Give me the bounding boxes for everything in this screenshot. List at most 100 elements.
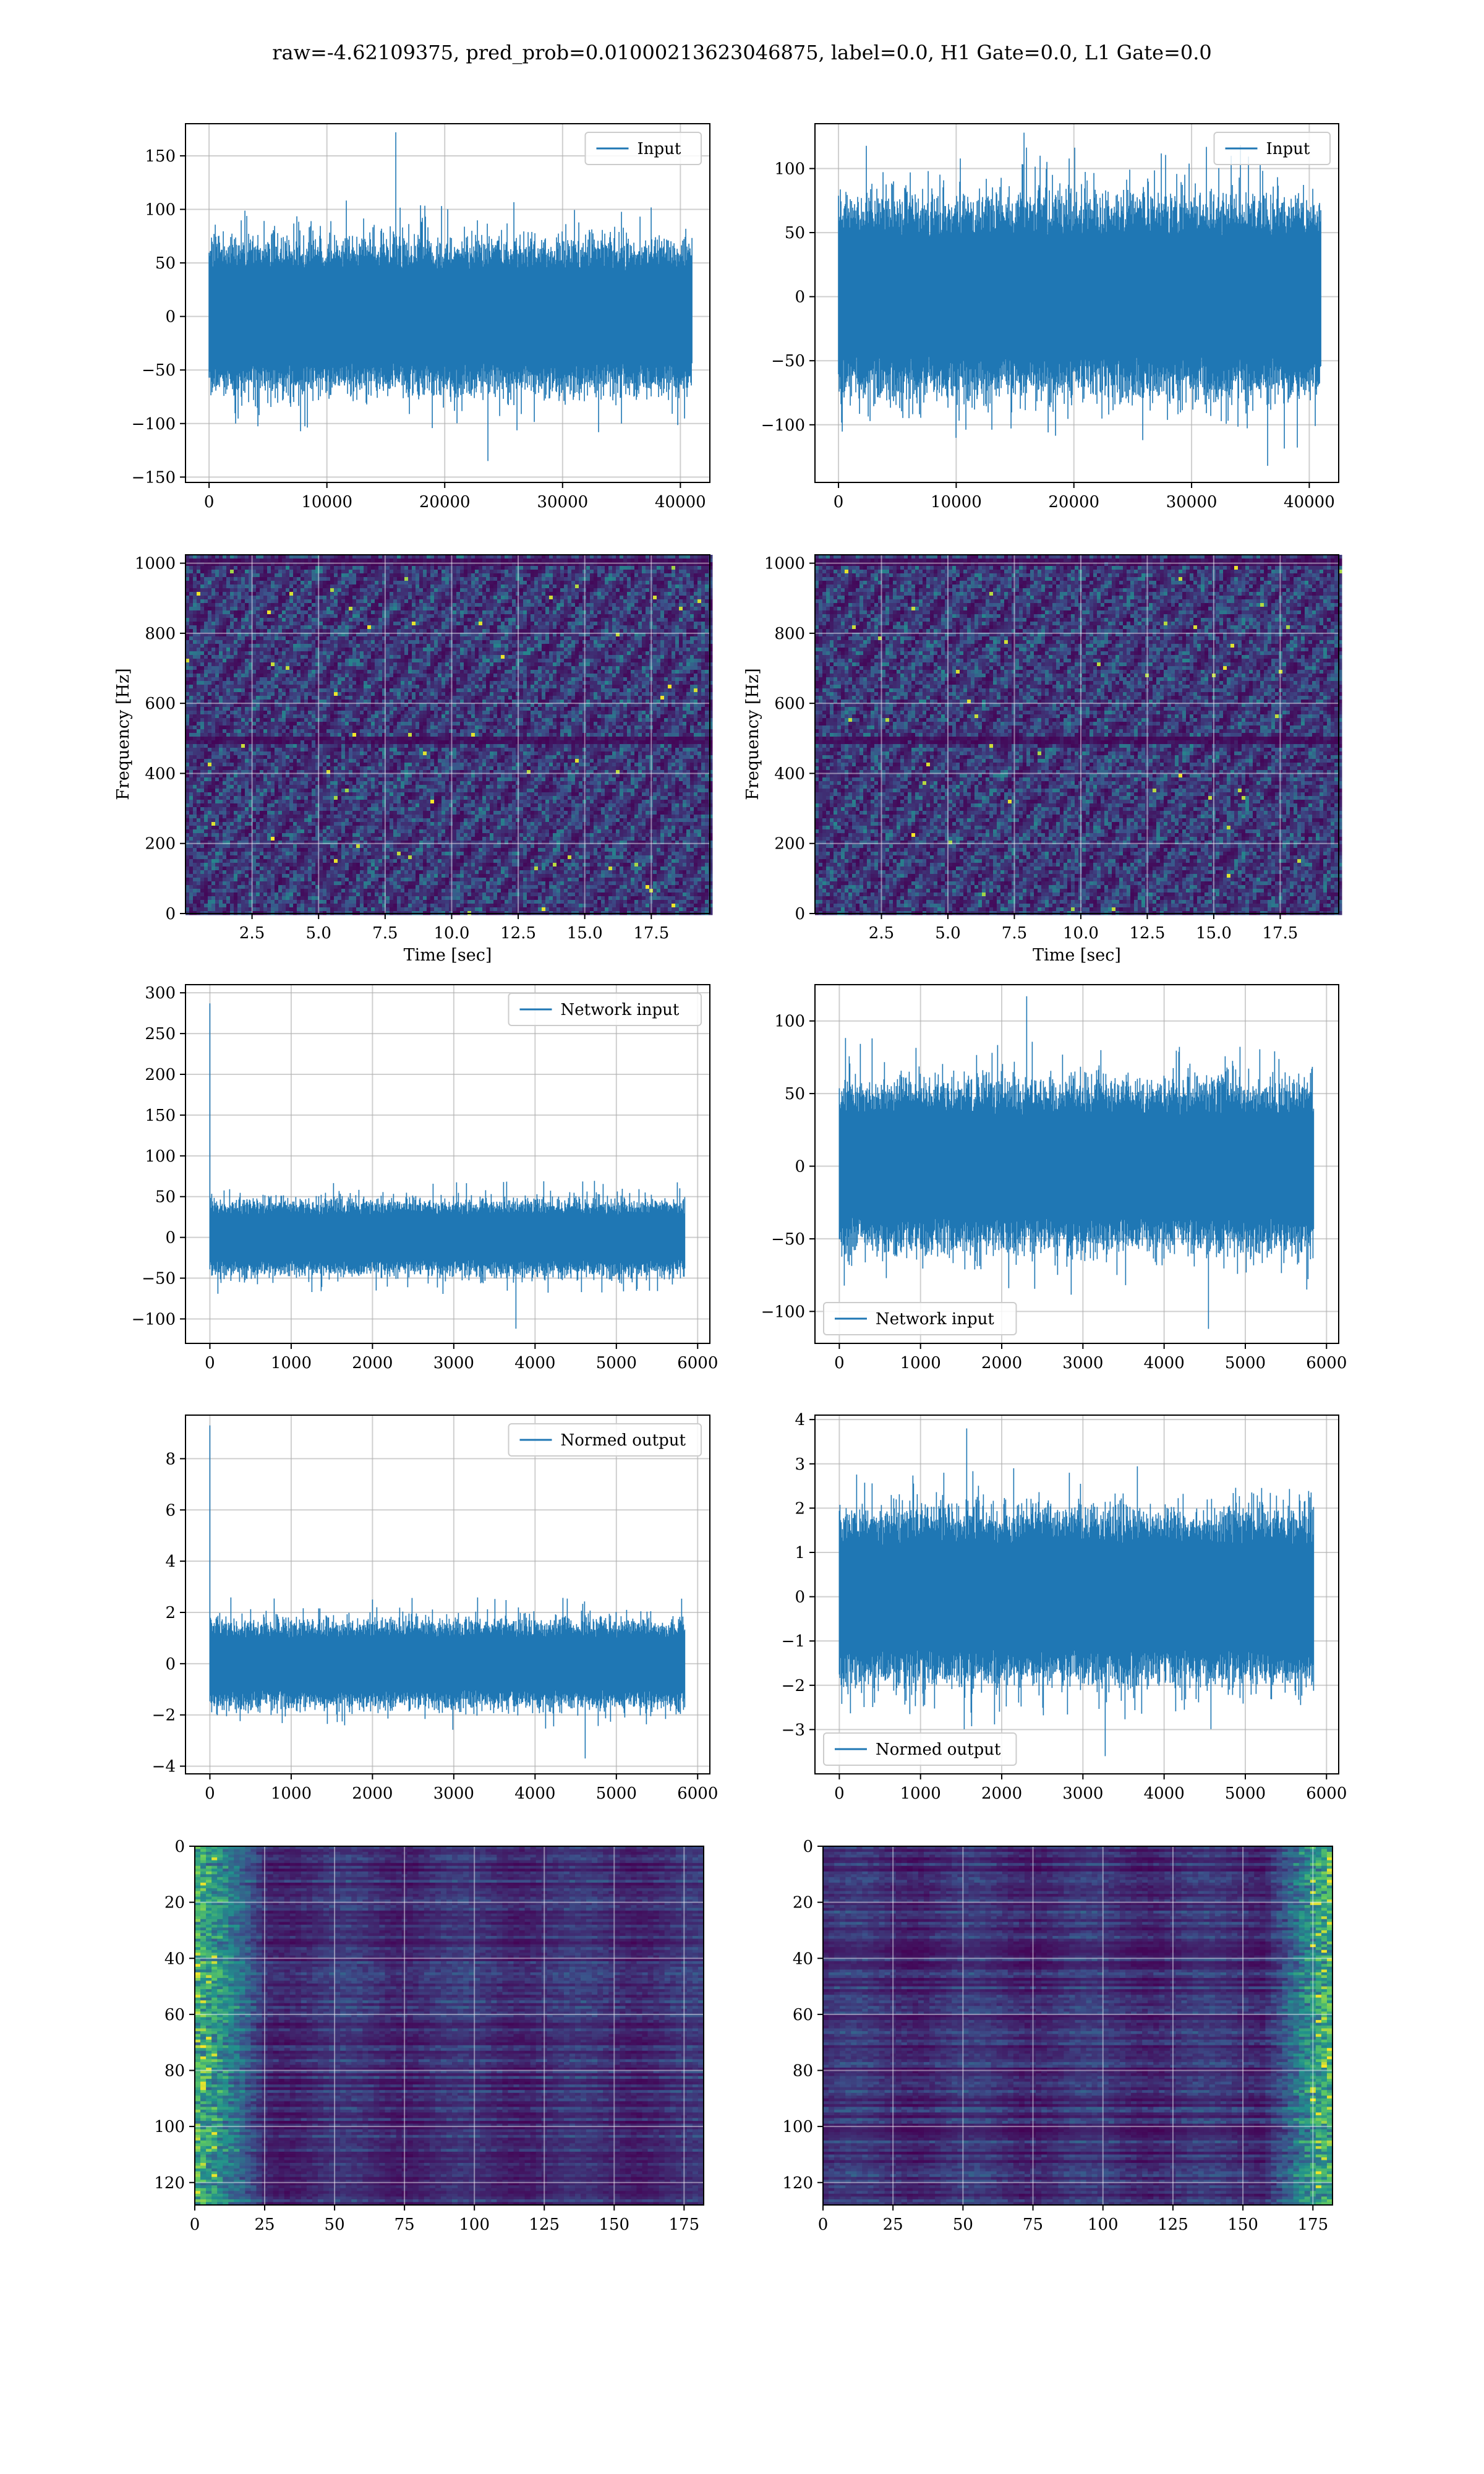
spectrogram-cell: [330, 573, 335, 578]
spectrogram-cell: [553, 596, 557, 600]
spectrogram-cell: [271, 581, 275, 585]
spectrogram-cell: [556, 603, 561, 607]
spectrogram-cell: [675, 577, 680, 581]
spectrogram-cell: [345, 581, 349, 585]
spectrogram-cell: [672, 599, 676, 604]
spectrogram-cell: [423, 607, 427, 611]
spectrogram-cell: [464, 588, 468, 593]
spectrogram-cell: [289, 610, 294, 615]
spectrogram-cell: [438, 607, 442, 611]
spectrogram-cell: [675, 566, 680, 570]
spectrogram-cell: [575, 614, 579, 618]
spectrogram-cell: [627, 573, 631, 578]
spectrogram-cell: [467, 573, 472, 578]
spectrogram-cell: [286, 614, 290, 618]
spectrogram-cell: [612, 603, 616, 607]
spectrogram-cell: [378, 603, 383, 607]
spectrogram-cell: [252, 588, 257, 593]
spectrogram-cell: [260, 581, 264, 585]
spectrogram-cell: [668, 588, 672, 593]
spectrogram-cell: [301, 599, 305, 604]
spectrogram-cell: [234, 599, 238, 604]
spectrogram-cell: [560, 596, 565, 600]
spectrogram-cell: [627, 577, 631, 581]
spectrogram-cell: [601, 559, 605, 563]
spectrogram-cell: [267, 584, 271, 589]
spectrogram-cell: [672, 577, 676, 581]
spectrogram-cell: [460, 559, 464, 563]
spectrogram-cell: [579, 573, 583, 578]
spectrogram-cell: [378, 584, 383, 589]
spectrogram-cell: [627, 581, 631, 585]
spectrogram-cell: [438, 570, 442, 574]
spectrogram-cell: [364, 599, 368, 604]
spectrogram-cell: [542, 610, 546, 615]
spectrogram-cell: [627, 584, 631, 589]
spectrogram-cell: [597, 566, 602, 570]
spectrogram-cell: [549, 570, 553, 574]
spectrogram-cell: [657, 570, 661, 574]
spectrogram-cell: [200, 577, 205, 581]
spectrogram-cell: [412, 566, 416, 570]
spectrogram-cell: [497, 592, 501, 596]
spectrogram-cell: [620, 581, 624, 585]
spectrogram-cell: [709, 610, 713, 615]
spectrogram-cell: [434, 570, 438, 574]
y-tick-label: 0: [165, 308, 176, 327]
spectrogram-cell: [349, 599, 353, 604]
spectrogram-cell: [679, 573, 683, 578]
spectrogram-cell: [401, 566, 405, 570]
spectrogram-cell: [482, 603, 487, 607]
spectrogram-cell: [197, 566, 201, 570]
spectrogram-cell: [237, 614, 242, 618]
spectrogram-cell: [564, 599, 568, 604]
spectrogram-cell: [467, 614, 472, 618]
spectrogram-cell: [475, 610, 479, 615]
spectrogram-cell: [297, 570, 301, 574]
spectrogram-cell: [367, 614, 372, 618]
spectrogram-cell: [226, 559, 231, 563]
spectrogram-cell: [219, 559, 223, 563]
spectrogram-cell: [449, 599, 453, 604]
spectrogram-cell: [534, 610, 539, 615]
spectrogram-cell: [423, 596, 427, 600]
spectrogram-cell: [542, 592, 546, 596]
spectrogram-cell: [460, 573, 464, 578]
spectrogram-cell: [234, 584, 238, 589]
spectrogram-cell: [263, 566, 268, 570]
spectrogram-cell: [493, 614, 498, 618]
spectrogram-cell: [467, 570, 472, 574]
spectrogram-cell: [705, 596, 709, 600]
spectrogram-cell: [601, 584, 605, 589]
spectrogram-cell: [709, 599, 713, 604]
spectrogram-cell: [564, 607, 568, 611]
spectrogram-cell: [341, 559, 346, 563]
spectrogram-cell: [534, 573, 539, 578]
spectrogram-cell: [352, 610, 357, 615]
spectrogram-cell: [660, 588, 665, 593]
spectrogram-cell: [709, 573, 713, 578]
spectrogram-cell: [286, 573, 290, 578]
spectrogram-cell: [338, 588, 342, 593]
spectrogram-cell: [304, 607, 309, 611]
spectrogram-cell: [271, 584, 275, 589]
spectrogram-cell: [241, 588, 245, 593]
spectrogram-cell: [564, 592, 568, 596]
spectrogram-cell: [341, 588, 346, 593]
spectrogram-cell: [453, 599, 457, 604]
spectrogram-cell: [271, 592, 275, 596]
spectrogram-cell: [505, 577, 509, 581]
spectrogram-cell: [657, 610, 661, 615]
spectrogram-cell: [586, 577, 591, 581]
spectrogram-cell: [449, 559, 453, 563]
spectrogram-cell: [297, 559, 301, 563]
spectrogram-cell: [646, 559, 650, 563]
spectrogram-cell: [293, 592, 297, 596]
spectrogram-cell: [560, 584, 565, 589]
spectrogram-cell: [453, 584, 457, 589]
spectrogram-cell: [686, 577, 691, 581]
spectrogram-cell: [631, 584, 635, 589]
spectrogram-cell: [605, 577, 609, 581]
spectrogram-cell: [408, 607, 412, 611]
spectrogram-cell: [542, 584, 546, 589]
